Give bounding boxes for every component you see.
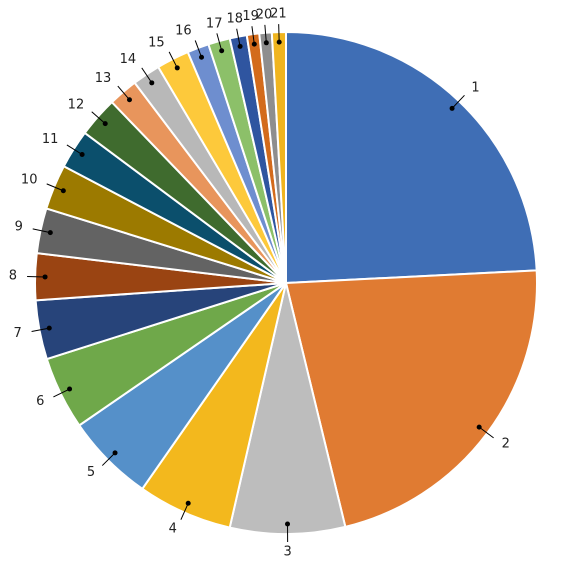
slice-label: 13: [95, 71, 112, 86]
leader-line: [91, 111, 106, 124]
leader-line: [478, 426, 494, 439]
slice-label: 17: [206, 16, 223, 31]
slice-label: 16: [175, 24, 192, 39]
slice-label: 12: [68, 98, 85, 113]
slice-label: 14: [120, 52, 137, 67]
slice-label: 21: [270, 7, 287, 22]
leader-line: [180, 503, 189, 520]
slice-label: 2: [502, 436, 510, 451]
slice-label: 7: [13, 326, 21, 341]
leader-line: [168, 51, 178, 69]
leader-line: [216, 33, 223, 51]
slice-label: 5: [87, 465, 95, 480]
pie-slice: [285, 30, 538, 285]
leader-line: [251, 26, 255, 45]
leader-line: [46, 183, 64, 192]
slice-label: 8: [9, 269, 17, 284]
leader-line: [31, 327, 50, 333]
slice-label: 1: [471, 81, 479, 96]
leader-line: [32, 228, 51, 234]
slice-label: 6: [36, 394, 44, 409]
slice-label: 15: [148, 35, 165, 50]
leader-line: [117, 85, 130, 101]
slice-label: 18: [226, 11, 243, 26]
leader-line: [278, 24, 280, 43]
leader-line: [66, 144, 83, 155]
slice-label: 9: [15, 219, 23, 234]
slice-label: 20: [256, 7, 273, 22]
leader-line: [101, 452, 116, 466]
slice-label: 10: [21, 173, 38, 188]
leader-line: [236, 28, 241, 47]
slice-label: 3: [284, 544, 292, 559]
leader-line: [264, 24, 267, 43]
leader-line: [141, 67, 153, 84]
slice-label: 11: [42, 132, 59, 147]
leader-line: [194, 40, 202, 58]
slice-label: 19: [242, 9, 259, 24]
slice-label: 4: [169, 521, 177, 536]
leader-line: [53, 388, 70, 398]
leader-line: [451, 94, 465, 109]
